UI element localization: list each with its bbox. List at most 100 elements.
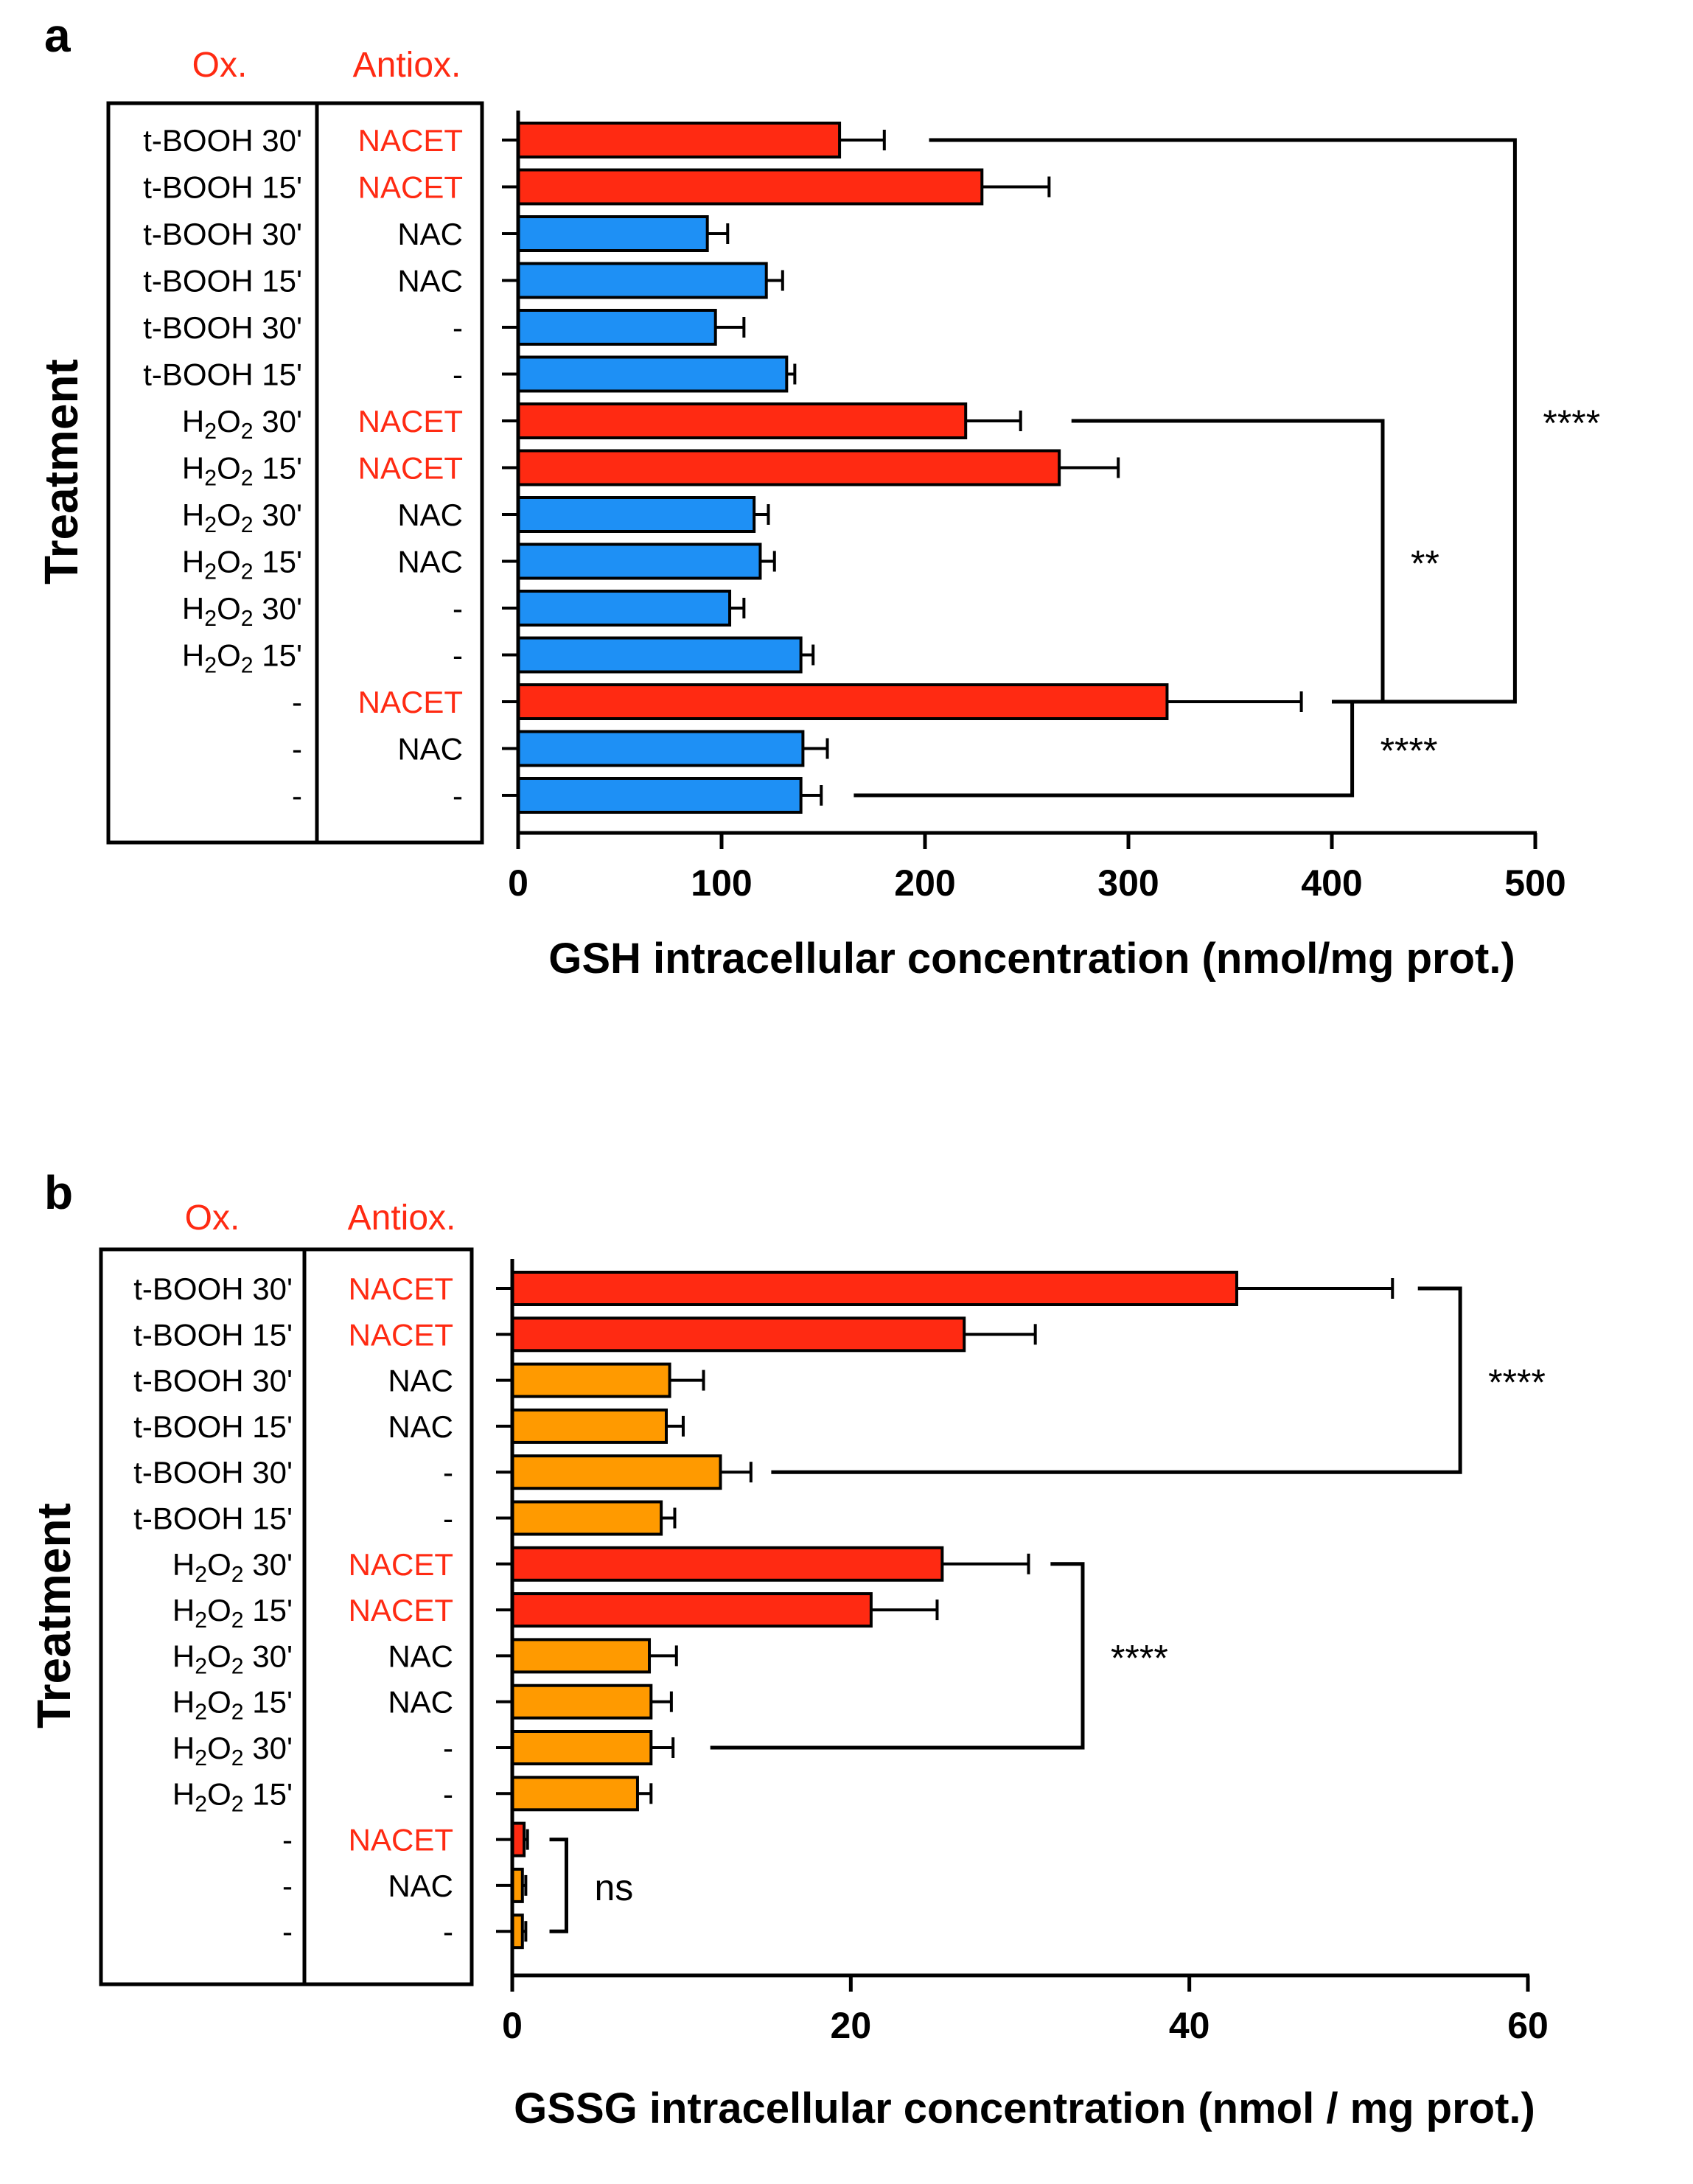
row-antiox-label: - <box>443 1731 453 1765</box>
row-ox-label: - <box>292 732 302 767</box>
bar <box>517 215 709 252</box>
row-antiox-label: NAC <box>397 498 463 532</box>
bar <box>517 730 805 767</box>
row-ox-label: t-BOOH 15' <box>143 357 302 392</box>
row-antiox-label: NAC <box>397 217 463 251</box>
significance-bracket <box>1071 419 1385 704</box>
row-antiox-label: - <box>453 638 463 673</box>
x-axis-label: GSH intracellular concentration (nmol/mg… <box>548 935 1515 983</box>
panel-letter: b <box>44 1166 73 1219</box>
bar <box>511 1500 663 1536</box>
row-ox-label: H2O2 15' <box>172 1776 293 1816</box>
bar <box>511 1316 966 1353</box>
significance-label: **** <box>1380 730 1438 772</box>
significance-bracket <box>549 1838 568 1933</box>
header-antiox: Antiox. <box>353 46 461 85</box>
significance-bracket <box>771 1286 1462 1474</box>
panel-b: b Ox. Antiox. Treatment t-BOOH 30' NACET t-BOO… <box>27 1166 1549 2132</box>
row-antiox-label: NAC <box>388 1685 453 1720</box>
significance-label: ns <box>594 1867 633 1908</box>
row-antiox-label: NAC <box>388 1409 453 1444</box>
row-antiox-label: NAC <box>388 1869 453 1903</box>
header-ox: Ox. <box>192 46 248 85</box>
row-ox-label: H2O2 30' <box>172 1731 293 1770</box>
row-ox-label: - <box>282 1914 293 1949</box>
bar <box>517 262 768 299</box>
bar <box>517 402 968 439</box>
row-ox-label: t-BOOH 30' <box>143 310 302 345</box>
row-antiox-label: - <box>443 1501 453 1536</box>
significance-bracket <box>710 1562 1085 1750</box>
bar <box>511 1454 722 1490</box>
bar <box>517 355 789 393</box>
row-ox-label: H2O2 15' <box>182 451 302 491</box>
row-ox-label: - <box>292 778 302 813</box>
row-ox-label: H2O2 30' <box>172 1639 293 1678</box>
bar <box>517 683 1169 720</box>
x-tick-label: 200 <box>894 862 955 904</box>
treatment-table-box <box>106 101 484 845</box>
row-ox-label: t-BOOH 30' <box>143 217 302 251</box>
y-axis-label: Treatment <box>27 1503 80 1728</box>
significance-label: **** <box>1543 402 1600 444</box>
x-axis-label: GSSG intracellular concentration (nmol /… <box>514 2084 1535 2132</box>
row-antiox-label: NACET <box>358 451 463 486</box>
bar <box>517 636 803 674</box>
bar <box>517 777 803 814</box>
row-antiox-label: - <box>453 778 463 813</box>
significance-bracket <box>929 138 1517 704</box>
row-ox-label: t-BOOH 30' <box>133 1455 293 1490</box>
bar <box>511 1546 944 1582</box>
row-antiox-label: NACET <box>349 1593 453 1627</box>
bar <box>511 1408 668 1444</box>
row-antiox-label: - <box>453 357 463 392</box>
significance-label: **** <box>1488 1362 1546 1403</box>
bar <box>511 1592 873 1628</box>
row-ox-label: H2O2 30' <box>182 591 302 631</box>
x-tick-label: 0 <box>502 2005 523 2046</box>
y-axis-label: Treatment <box>35 359 88 585</box>
row-antiox-label: NACET <box>349 1547 453 1582</box>
row-ox-label: t-BOOH 30' <box>143 123 302 158</box>
row-ox-label: t-BOOH 30' <box>133 1364 293 1398</box>
row-ox-label: H2O2 30' <box>182 404 302 444</box>
row-antiox-label: - <box>453 591 463 626</box>
bar <box>511 1730 653 1765</box>
x-tick-label: 500 <box>1504 862 1565 904</box>
row-antiox-label: NAC <box>397 264 463 299</box>
header-antiox: Antiox. <box>348 1199 456 1238</box>
bar <box>511 1362 671 1398</box>
bar <box>517 496 756 533</box>
x-tick-label: 60 <box>1507 2005 1549 2046</box>
treatment-table-box <box>99 1247 474 1986</box>
row-ox-label: - <box>282 1869 293 1903</box>
x-tick-label: 20 <box>831 2005 872 2046</box>
row-ox-label: H2O2 15' <box>172 1593 293 1633</box>
row-antiox-label: - <box>443 1776 453 1811</box>
bar <box>517 590 732 627</box>
row-antiox-label: NACET <box>349 1823 453 1857</box>
row-ox-label: - <box>292 685 302 719</box>
row-ox-label: H2O2 15' <box>182 545 302 585</box>
row-antiox-label: - <box>443 1914 453 1949</box>
bar <box>517 542 762 580</box>
x-tick-label: 100 <box>691 862 752 904</box>
significance-label: ** <box>1411 543 1439 585</box>
row-ox-label: H2O2 15' <box>182 638 302 678</box>
row-antiox-label: NAC <box>397 732 463 767</box>
row-ox-label: t-BOOH 15' <box>143 264 302 299</box>
significance-label: **** <box>1111 1637 1168 1678</box>
row-antiox-label: - <box>453 310 463 345</box>
row-ox-label: H2O2 30' <box>172 1547 293 1587</box>
bar <box>511 1684 653 1720</box>
panel-letter: a <box>44 9 71 62</box>
x-tick-label: 400 <box>1301 862 1362 904</box>
bar <box>511 1271 1238 1306</box>
x-tick-label: 300 <box>1097 862 1159 904</box>
bar <box>517 449 1061 486</box>
significance-bracket <box>854 699 1355 798</box>
row-ox-label: t-BOOH 15' <box>133 1317 293 1352</box>
bar <box>517 168 984 206</box>
x-tick-label: 0 <box>508 862 528 904</box>
